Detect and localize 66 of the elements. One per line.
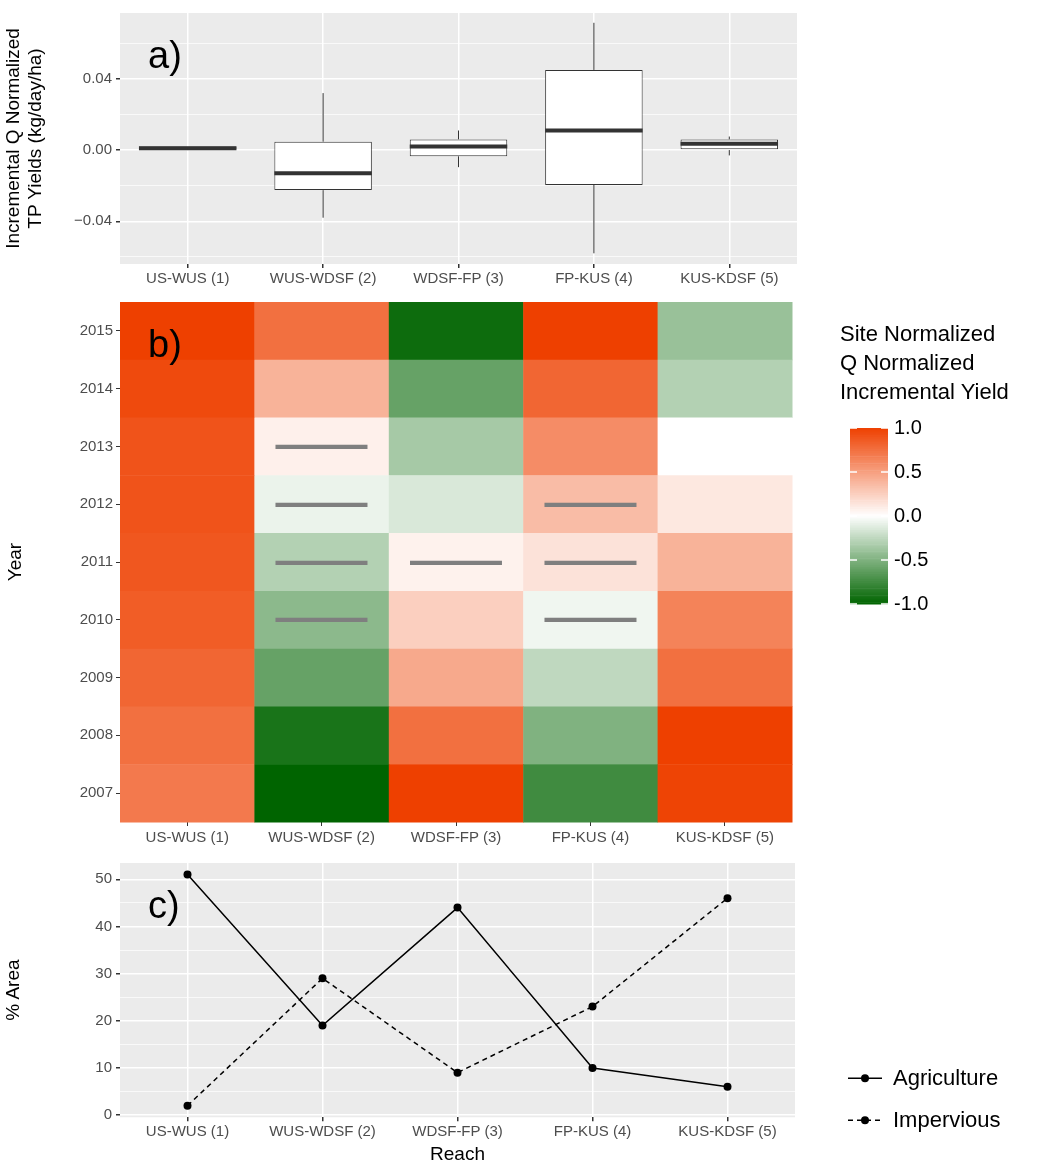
- x-tick-label: WDSF-FP (3): [410, 828, 502, 846]
- y-tick-label: 10: [95, 1058, 112, 1076]
- y-tick-label: 30: [95, 963, 112, 981]
- y-tick-label: 2014: [79, 378, 113, 396]
- x-tick-label: KUS-KDSF (5): [678, 1122, 777, 1140]
- y-tick-label: 2008: [79, 725, 113, 743]
- point: [588, 1063, 597, 1072]
- point: [723, 1082, 732, 1091]
- y-axis-title: % Area: [1, 959, 23, 1021]
- y-tick-label: 2015: [79, 321, 113, 339]
- x-tick-label: KUS-KDSF (5): [680, 269, 779, 287]
- x-tick-label: FP-KUS (4): [553, 1122, 632, 1140]
- data-label: —: [544, 477, 638, 525]
- x-tick-label: WUS-WDSF (2): [269, 1122, 376, 1140]
- point: [723, 894, 732, 903]
- color-bar-label: -0.5: [894, 547, 929, 570]
- x-tick-label: FP-KUS (4): [551, 828, 630, 846]
- color-bar-label: 0.0: [894, 503, 922, 526]
- x-tick-label: US-WUS (1): [145, 828, 229, 846]
- y-tick-label: 0: [103, 1105, 112, 1123]
- y-tick-label: 2012: [79, 494, 113, 512]
- data-label: —: [275, 593, 369, 641]
- y-tick-label: 0.00: [82, 140, 112, 158]
- y-tick-label: 2009: [79, 667, 113, 685]
- point: [588, 1002, 597, 1011]
- y-tick-label: 2013: [79, 436, 113, 454]
- annotation: a): [148, 34, 182, 77]
- x-tick-label: KUS-KDSF (5): [675, 828, 774, 846]
- y-tick-label: 2010: [79, 609, 113, 627]
- point: [183, 870, 192, 879]
- data-label: —: [275, 419, 369, 467]
- y-tick-label: −0.04: [74, 211, 112, 229]
- legend-label: Impervious: [893, 1107, 1001, 1133]
- annotation: c): [148, 884, 180, 927]
- point: [453, 1068, 462, 1077]
- color-bar-label: -1.0: [894, 591, 929, 614]
- x-tick-label: US-WUS (1): [145, 1122, 230, 1140]
- y-tick-label: 2011: [80, 552, 113, 570]
- x-tick-label: WUS-WDSF (2): [269, 269, 377, 287]
- data-label: —: [275, 477, 369, 525]
- x-tick-label: WDSF-FP (3): [413, 269, 504, 287]
- y-axis-title: Incremental Q Normalized TP Yields (kg/day/ha): [1, 28, 46, 249]
- color-bar-label: 1.0: [894, 415, 922, 438]
- legend-label: Agriculture: [893, 1065, 999, 1091]
- point: [183, 1101, 192, 1110]
- data-label: —: [275, 535, 369, 583]
- data-label: —: [544, 593, 638, 641]
- x-tick-label: FP-KUS (4): [555, 269, 633, 287]
- annotation: b): [148, 323, 182, 366]
- x-tick-label: US-WUS (1): [146, 269, 230, 287]
- y-tick-label: 2007: [79, 783, 113, 801]
- color-bar-title: Site Normalized Q Normalized Incremental Yield: [840, 321, 1009, 405]
- point: [318, 974, 327, 983]
- y-tick-label: 20: [95, 1010, 112, 1028]
- data-label: —: [544, 535, 638, 583]
- x-tick-label: WDSF-FP (3): [412, 1122, 503, 1140]
- y-tick-label: 0.04: [82, 69, 112, 87]
- data-label: —: [410, 535, 503, 583]
- point: [453, 903, 462, 912]
- y-tick-label: 40: [95, 916, 112, 934]
- y-tick-label: 50: [95, 869, 112, 887]
- point: [318, 1021, 327, 1030]
- y-axis-title: Year: [3, 542, 25, 582]
- x-axis-title: Reach: [430, 1142, 485, 1164]
- color-bar-label: 0.5: [894, 459, 922, 482]
- x-tick-label: WUS-WDSF (2): [268, 828, 375, 846]
